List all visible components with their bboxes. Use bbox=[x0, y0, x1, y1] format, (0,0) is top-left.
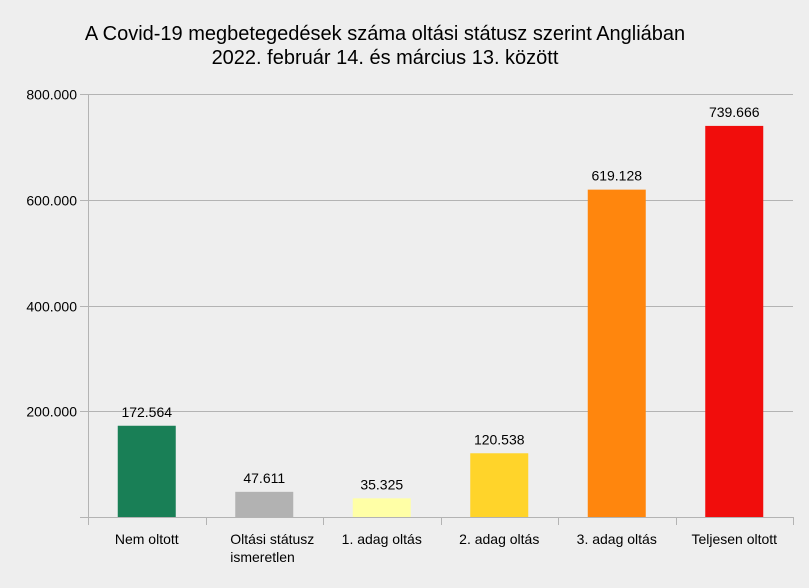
bar bbox=[705, 125, 764, 517]
bar bbox=[587, 189, 646, 518]
data-label: 739.666 bbox=[709, 104, 760, 120]
bar bbox=[117, 425, 176, 517]
x-tick-label: 3. adag oltás bbox=[577, 531, 657, 547]
x-tick-label: 2. adag oltás bbox=[459, 531, 539, 547]
bar bbox=[352, 498, 411, 517]
chart-title-line-2: 2022. február 14. és március 13. között bbox=[211, 47, 559, 69]
chart-title: A Covid-19 megbetegedések száma oltási s… bbox=[0, 22, 770, 70]
x-tick-label: 1. adag oltás bbox=[342, 531, 422, 547]
y-tick-label: 200.000 bbox=[26, 404, 77, 420]
x-tick-label: Nem oltott bbox=[115, 531, 179, 547]
bar bbox=[470, 453, 529, 517]
x-tick-label: Teljesen oltott bbox=[691, 531, 777, 547]
data-label: 619.128 bbox=[591, 168, 642, 184]
chart-title-line-1: A Covid-19 megbetegedések száma oltási s… bbox=[84, 23, 686, 45]
y-tick-label: 400.000 bbox=[26, 299, 77, 315]
data-label: 172.564 bbox=[121, 404, 172, 420]
y-tick-label: 800.000 bbox=[26, 87, 77, 103]
x-tick-label: Oltási státusz bbox=[230, 531, 314, 547]
y-tick-label: 600.000 bbox=[26, 193, 77, 209]
data-label: 35.325 bbox=[360, 476, 403, 492]
x-tick-label: ismeretlen bbox=[230, 549, 295, 565]
bar bbox=[235, 491, 294, 517]
data-label: 120.538 bbox=[474, 431, 525, 447]
data-label: 47.611 bbox=[243, 470, 285, 486]
